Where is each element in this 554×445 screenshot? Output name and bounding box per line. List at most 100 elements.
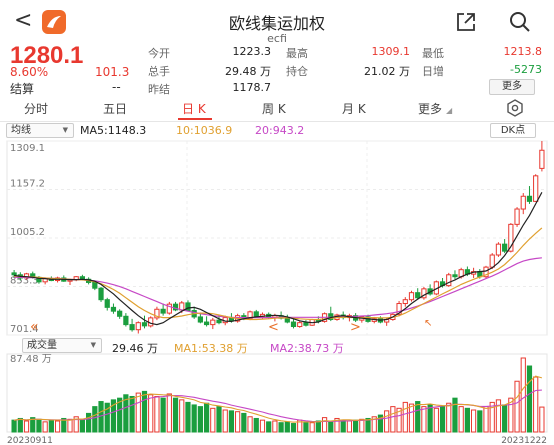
volume-bar [458, 406, 464, 433]
volume-bar [489, 401, 495, 433]
open-value: 1223.3 [232, 45, 272, 58]
dropdown-arrow-icon: ▼ [90, 341, 96, 349]
volume-bar [452, 397, 458, 433]
candle-body [284, 317, 290, 323]
volume-bar [191, 404, 197, 433]
open-label: 今开 [148, 47, 170, 60]
share-icon[interactable] [454, 10, 476, 32]
candle-body [290, 321, 297, 328]
volume-bar [228, 410, 235, 433]
tab-daily-k[interactable]: 日 K [182, 102, 206, 116]
volume-max-label: 87.48 万 [10, 354, 52, 365]
volume-bar [11, 419, 17, 433]
volume-ma1-label: MA1:53.38 万 [174, 342, 248, 355]
volume-bar [384, 410, 390, 433]
volume-bar [309, 422, 315, 433]
volume-bar [353, 419, 359, 433]
divider [0, 121, 554, 122]
volume-bar [42, 421, 48, 433]
volume-bar [135, 392, 141, 433]
volume-bar [526, 365, 533, 433]
candle-body [489, 254, 495, 268]
volume-bar [477, 410, 483, 433]
candle-body [154, 308, 160, 319]
change-value: 101.3 [95, 65, 130, 79]
back-arrow-icon[interactable]: < [14, 8, 33, 33]
gear-icon[interactable] [506, 99, 524, 120]
candle-body [495, 243, 502, 256]
volume-bar [23, 420, 30, 433]
tab-weekly-k[interactable]: 周 K [262, 102, 286, 116]
volume-bar [483, 406, 489, 433]
candle-body [408, 292, 415, 301]
last-price: 1280.1 [10, 42, 84, 69]
volume-bar [30, 417, 36, 433]
volume-bar [61, 417, 67, 433]
tab-more[interactable]: 更多 ◢ [418, 100, 452, 117]
volume-bar [154, 395, 160, 433]
volume-bar [17, 417, 23, 433]
zoom-marker-icon: ↖ [424, 318, 432, 329]
caret-down-icon: ◢ [446, 106, 453, 115]
volume-bar [36, 418, 42, 433]
candle-body [415, 292, 421, 299]
candle-body [483, 266, 489, 278]
volume-bar [141, 390, 148, 433]
kline-chart[interactable]: 1309.1 1157.2 1005.2 853.3 701.4« < > ↖ [0, 138, 554, 336]
volume-bar [241, 412, 247, 433]
volume-bar [539, 406, 545, 433]
search-icon[interactable] [508, 10, 532, 34]
nav-left-icon: « [30, 319, 39, 335]
volume-bar [54, 420, 61, 433]
volume-bar [259, 419, 266, 433]
active-tab-indicator [178, 118, 212, 120]
volume-label: 总手 [148, 65, 170, 78]
volume-bar [334, 417, 340, 433]
volume-bar [117, 397, 123, 433]
volume-bar [371, 416, 377, 433]
volume-bar [148, 394, 154, 433]
candle-body [135, 322, 141, 331]
y-tick-label: 1005.2 [10, 227, 45, 238]
volume-bar [495, 399, 502, 433]
nav-prev-icon: < [268, 320, 279, 335]
page-title: 欧线集运加权 [228, 14, 325, 33]
volume-bar [197, 406, 203, 433]
sub-indicator-select[interactable]: 成交量 ▼ [22, 338, 102, 353]
candle-body [216, 319, 222, 324]
volume-bar [253, 417, 259, 433]
ma20-label: 20:943.2 [255, 124, 305, 137]
more-quote-button[interactable]: 更多 [489, 79, 535, 95]
volume-bar [129, 395, 135, 433]
volume-bar [278, 422, 284, 433]
candle-body [247, 311, 253, 320]
volume-bar [390, 406, 396, 433]
tab-intraday[interactable]: 分时 [24, 102, 49, 116]
volume-bar [408, 403, 415, 433]
volume-bar [210, 407, 216, 433]
candle-body [203, 321, 210, 326]
ma10-line [14, 227, 543, 321]
volume-bar [377, 414, 384, 433]
dk-point-button[interactable]: DK点 [490, 123, 536, 138]
candle-body [253, 311, 259, 317]
low-label: 最低 [422, 47, 444, 60]
volume-bar [340, 419, 346, 433]
candle-body [520, 195, 526, 210]
volume-bar [48, 419, 54, 433]
main-indicator-select[interactable]: 均线 ▼ [6, 123, 74, 138]
y-tick-label: 701.4 [10, 324, 39, 335]
candle-body [110, 306, 117, 312]
volume-bar [508, 397, 514, 433]
tab-monthly-k[interactable]: 月 K [342, 102, 366, 116]
volume-bar [415, 401, 421, 433]
candle-body [104, 299, 110, 308]
volume-bar [203, 402, 210, 433]
change-percent: 8.60% [10, 65, 49, 79]
volume-chart[interactable]: 87.48 万 20230911 20231222 [0, 352, 554, 445]
tab-five-day[interactable]: 五日 [103, 102, 128, 116]
volume-bar [533, 376, 539, 433]
period-tabs: 分时 五日 日 K 周 K 月 K 更多 ◢ [0, 99, 554, 120]
candle-body [11, 272, 17, 276]
volume-bar [427, 404, 433, 433]
